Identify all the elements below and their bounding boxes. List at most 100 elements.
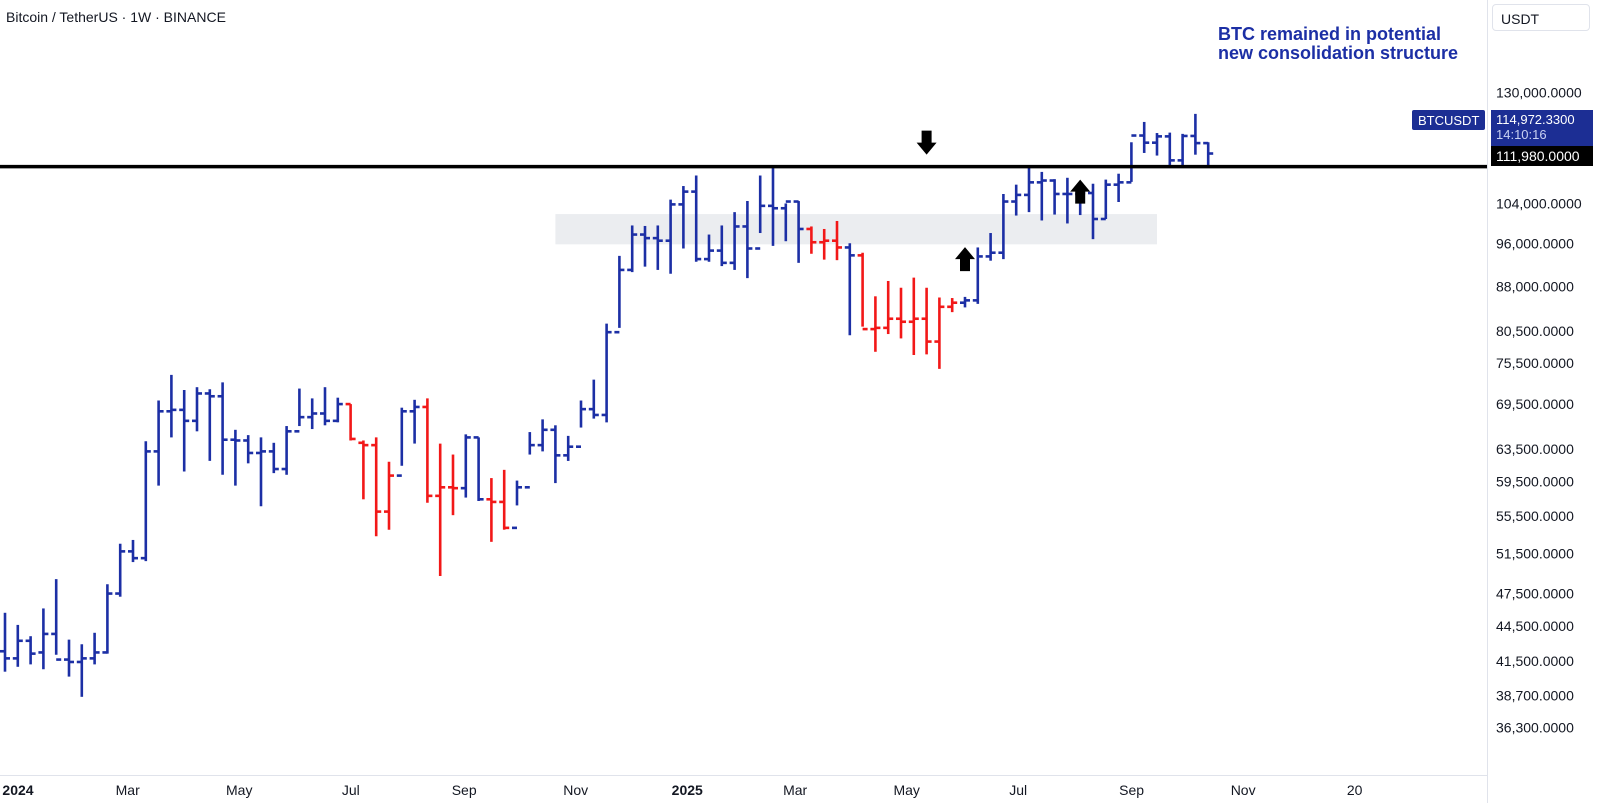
- ohlc-bar: [12, 624, 23, 667]
- ohlc-bar: [345, 402, 356, 441]
- ohlc-bar: [819, 228, 830, 260]
- ohlc-bar: [409, 399, 420, 444]
- ohlc-bar: [832, 220, 842, 261]
- ohlc-bar: [486, 478, 497, 542]
- ohlc-bar: [1203, 141, 1214, 167]
- time-tick-label: Mar: [116, 782, 140, 798]
- ohlc-bar: [38, 608, 49, 670]
- ohlc-bar: [755, 175, 766, 250]
- ohlc-bar: [768, 167, 778, 246]
- annotation-line-2: new consolidation structure: [1218, 43, 1459, 63]
- ohlc-bar: [985, 233, 996, 261]
- ohlc-bar: [153, 400, 164, 486]
- price-tick-label: 88,000.0000: [1496, 279, 1574, 295]
- ohlc-bar: [281, 426, 292, 475]
- symbol-title[interactable]: Bitcoin / TetherUS · 1W · BINANCE: [6, 9, 226, 25]
- ohlc-bar: [742, 201, 753, 279]
- ohlc-bar: [473, 436, 484, 502]
- ohlc-bar: [460, 434, 471, 498]
- ohlc-bar: [204, 389, 215, 461]
- ohlc-bar: [179, 389, 190, 472]
- ohlc-bar: [947, 298, 958, 313]
- ohlc-bar: [1088, 183, 1098, 240]
- ohlc-bar: [1164, 132, 1175, 166]
- currency-selector[interactable]: USDT: [1492, 4, 1590, 31]
- annotation-line-1: BTC remained in potential: [1218, 24, 1442, 44]
- ohlc-bar: [601, 323, 612, 423]
- ohlc-bar: [128, 539, 138, 563]
- time-tick-label: Jul: [342, 782, 360, 798]
- ohlc-bar: [729, 212, 740, 270]
- ohlc-bar: [896, 287, 906, 339]
- ohlc-bar: [435, 443, 446, 577]
- ohlc-bar: [1036, 171, 1047, 221]
- price-tick-label: 96,000.0000: [1496, 235, 1574, 251]
- ohlc-bar: [1152, 133, 1162, 156]
- ohlc-bar: [384, 461, 394, 530]
- time-tick-label: 2025: [672, 782, 703, 798]
- ohlc-bar: [448, 454, 458, 516]
- ohlc-bar: [51, 579, 62, 661]
- ohlc-bar: [972, 247, 983, 304]
- bar-countdown: 14:10:16: [1496, 127, 1547, 142]
- ohlc-bar: [908, 277, 919, 356]
- ohlc-bar: [76, 644, 87, 697]
- time-tick-label: Jul: [1009, 782, 1027, 798]
- arrow-down-icon: [916, 130, 937, 155]
- ohlc-bar: [371, 437, 382, 537]
- ohlc-bar: [294, 388, 305, 433]
- ohlc-bar: [691, 175, 702, 262]
- ohlc-bar: [140, 441, 151, 562]
- price-axis: 130,000.0000120,000.0000104,000.000096,0…: [1496, 84, 1582, 735]
- ohlc-bar: [1126, 134, 1137, 184]
- ohlc-bar: [396, 407, 407, 477]
- price-tick-label: 59,500.0000: [1496, 473, 1574, 489]
- price-tick-label: 80,500.0000: [1496, 323, 1574, 339]
- ohlc-bar: [665, 199, 676, 274]
- ohlc-bar: [166, 374, 177, 438]
- ohlc-bar: [1062, 177, 1073, 224]
- ohlc-bar: [422, 398, 433, 503]
- time-tick-label: Nov: [1231, 782, 1256, 798]
- price-tick-label: 51,500.0000: [1496, 545, 1574, 561]
- ohlc-bar: [115, 543, 126, 597]
- level-price-tag: 111,980.0000: [1491, 146, 1593, 166]
- ohlc-bar: [1049, 179, 1060, 215]
- ohlc-bar: [512, 480, 522, 530]
- ohlc-bar: [576, 400, 586, 448]
- ohlc-bar: [0, 612, 10, 672]
- ohlc-bar: [652, 225, 663, 270]
- time-axis: 2024 Mar May Jul Sep Nov 2025 Mar May Jul Sep Nov 20: [2, 782, 1362, 798]
- last-price: 114,972.3300: [1496, 112, 1575, 127]
- ohlc-bar: [537, 419, 548, 452]
- time-tick-label: Mar: [783, 782, 807, 798]
- ohlc-bar: [307, 398, 318, 430]
- ohlc-bar: [627, 225, 638, 273]
- price-tick-label: 104,000.0000: [1496, 195, 1582, 211]
- ohlc-bar: [1139, 121, 1150, 153]
- ohlc-bar: [1024, 166, 1034, 213]
- ohlc-bar: [870, 296, 881, 352]
- time-tick-label: 2024: [2, 782, 33, 798]
- ohlc-bar: [25, 636, 36, 665]
- price-tick-label: 75,500.0000: [1496, 355, 1574, 371]
- ohlc-bar: [320, 387, 330, 426]
- ohlc-bar: [793, 200, 804, 263]
- price-tick-label: 55,500.0000: [1496, 508, 1574, 524]
- ohlc-bar: [716, 225, 727, 267]
- time-tick-label: Sep: [1119, 782, 1144, 798]
- ohlc-bar: [883, 280, 894, 335]
- marker-layer: [916, 130, 1091, 272]
- ohlc-bar: [217, 382, 228, 475]
- ohlc-bar: [192, 387, 202, 432]
- ohlc-bar: [960, 296, 970, 308]
- price-tick-label: 38,700.0000: [1496, 688, 1574, 704]
- price-tick-label: 41,500.0000: [1496, 653, 1574, 669]
- ohlc-bar: [998, 193, 1009, 260]
- price-tick-label: 130,000.0000: [1496, 84, 1582, 100]
- time-tick-label: May: [226, 782, 252, 798]
- ohlc-bar: [780, 200, 791, 242]
- ohlc-bar: [524, 432, 535, 489]
- ohlc-bar: [678, 186, 689, 249]
